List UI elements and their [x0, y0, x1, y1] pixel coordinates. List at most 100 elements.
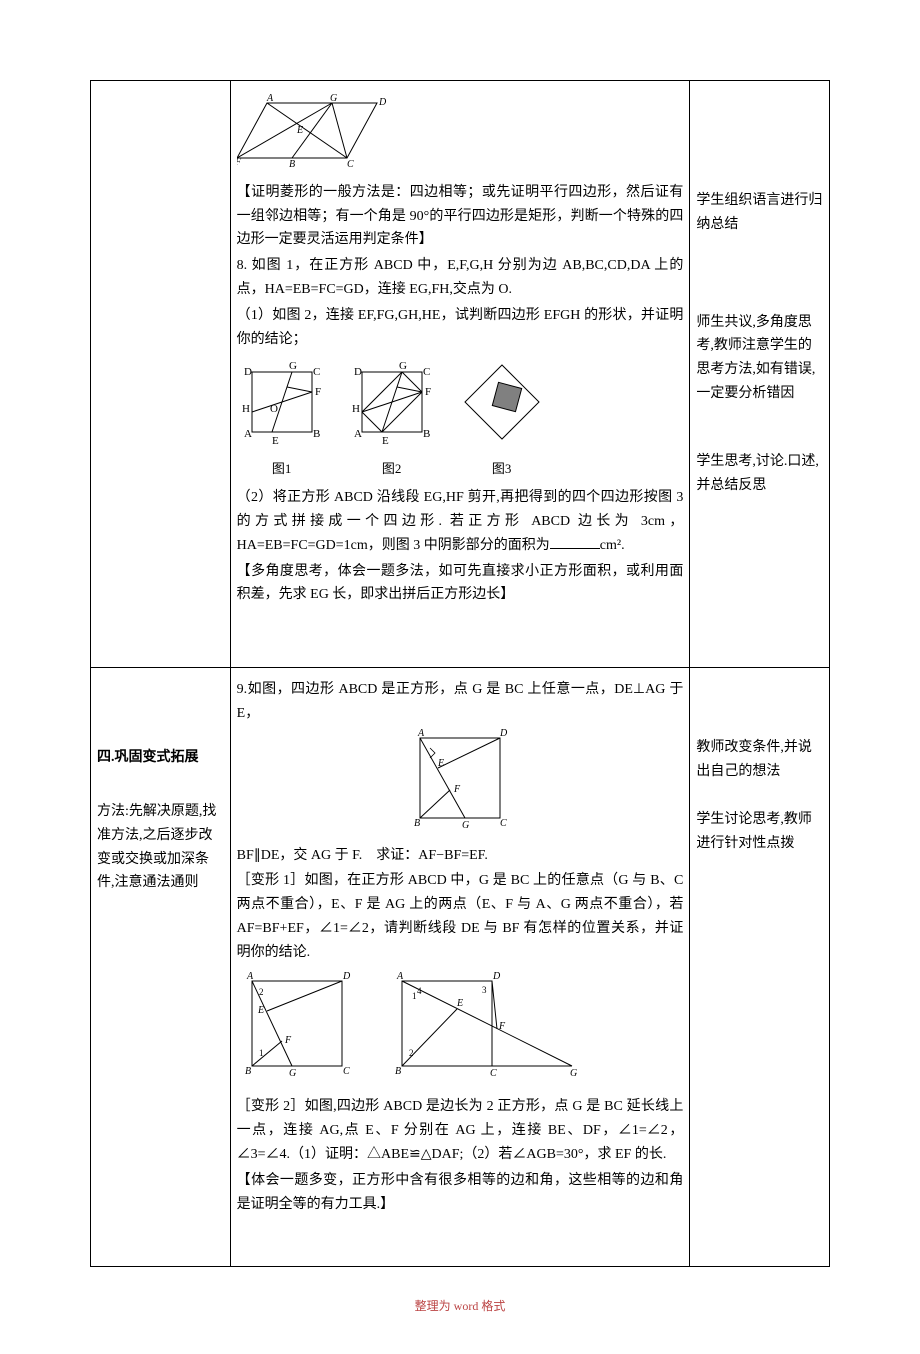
- figure-label: 图3: [457, 458, 547, 480]
- svg-text:2: 2: [409, 1048, 414, 1058]
- svg-text:C: C: [500, 818, 507, 829]
- svg-text:1: 1: [259, 1048, 264, 1058]
- svg-text:F: F: [498, 1021, 506, 1032]
- svg-text:F: F: [425, 386, 431, 398]
- blank-line: [550, 535, 600, 549]
- text-block: ［变形 1］如图，在正方形 ABCD 中，G 是 BC 上的任意点（G 与 B、…: [237, 869, 684, 964]
- cell-r2-c1: 四.巩固变式拓展 方法:先解决原题,找准方法,之后逐步改变或交换或加深条件,注意…: [91, 668, 231, 1267]
- section-title: 四.巩固变式拓展: [97, 746, 224, 770]
- svg-text:F: F: [315, 386, 321, 398]
- svg-text:G: G: [399, 360, 407, 372]
- svg-text:O: O: [270, 403, 278, 415]
- note-text: 师生共议,多角度思考,教师注意学生的思考方法,如有错误,一定要分析错因: [696, 311, 823, 406]
- cell-r2-c2: 9.如图，四边形 ABCD 是正方形，点 G 是 BC 上任意一点，DE⊥AG …: [230, 668, 690, 1267]
- svg-text:A: A: [246, 971, 254, 982]
- spacer: [237, 609, 684, 659]
- text-block: （2）将正方形 ABCD 沿线段 EG,HF 剪开,再把得到的四个四边形按图 3…: [237, 486, 684, 557]
- figure-1: D C A B G E H F O 图1: [237, 357, 327, 480]
- svg-text:B: B: [395, 1066, 401, 1077]
- svg-text:G: G: [570, 1068, 577, 1079]
- text-block: 【证明菱形的一般方法是：四边相等；或先证明平行四边形，然后证有一组邻边相等；有一…: [237, 181, 684, 252]
- svg-text:B: B: [289, 159, 295, 168]
- svg-text:A: A: [266, 93, 274, 104]
- cell-r1-c1: [91, 81, 231, 668]
- cell-r1-c3: 学生组织语言进行归纳总结 师生共议,多角度思考,教师注意学生的思考方法,如有错误…: [690, 81, 830, 668]
- svg-text:F: F: [237, 157, 242, 168]
- svg-text:1: 1: [412, 991, 417, 1001]
- figure-3: 图3: [457, 357, 547, 480]
- svg-text:4: 4: [417, 986, 422, 996]
- table-row: A G D E F B C 【证明菱形的一般方法是：四边相等；或先证明平行四边形…: [91, 81, 830, 668]
- svg-text:H: H: [242, 403, 250, 415]
- note-text: 教师改变条件,并说出自己的想法: [696, 736, 823, 784]
- svg-text:D: D: [354, 366, 362, 378]
- svg-text:E: E: [456, 998, 463, 1009]
- svg-text:E: E: [296, 125, 303, 136]
- spacer: [237, 1218, 684, 1258]
- svg-text:G: G: [462, 820, 469, 831]
- svg-text:B: B: [414, 818, 420, 829]
- figure-label: 图1: [237, 458, 327, 480]
- svg-text:F: F: [453, 784, 461, 795]
- lesson-table: A G D E F B C 【证明菱形的一般方法是：四边相等；或先证明平行四边形…: [90, 80, 830, 1267]
- note-text: 学生组织语言进行归纳总结: [696, 189, 823, 237]
- svg-text:D: D: [499, 728, 508, 739]
- svg-text:C: C: [343, 1066, 350, 1077]
- svg-text:C: C: [313, 366, 320, 378]
- cell-r2-c3: 教师改变条件,并说出自己的想法 学生讨论思考,教师进行针对性点拨: [690, 668, 830, 1267]
- text-block: 【多角度思考，体会一题多法，如可先直接求小正方形面积，或利用面积差，先求 EG …: [237, 560, 684, 608]
- figure-variant-2: A D B C G E F 4 3 2 1: [387, 971, 587, 1090]
- figure-square-1: A D B C G E F: [237, 728, 684, 842]
- note-text: 学生讨论思考,教师进行针对性点拨: [696, 808, 823, 856]
- spacer: [696, 261, 823, 311]
- svg-text:H: H: [352, 403, 360, 415]
- svg-text:2: 2: [259, 987, 264, 997]
- svg-text:C: C: [490, 1068, 497, 1079]
- text-block: ［变形 2］如图,四边形 ABCD 是边长为 2 正方形，点 G 是 BC 延长…: [237, 1095, 684, 1166]
- table-row: 四.巩固变式拓展 方法:先解决原题,找准方法,之后逐步改变或交换或加深条件,注意…: [91, 668, 830, 1267]
- spacer: [696, 430, 823, 450]
- svg-text:D: D: [492, 971, 501, 982]
- page-footer: 整理为 word 格式: [90, 1297, 830, 1314]
- figure-label: 图2: [347, 458, 437, 480]
- svg-text:G: G: [289, 1068, 296, 1079]
- svg-text:G: G: [289, 360, 297, 372]
- spacer: [97, 676, 224, 746]
- figure-row: D C A B G E H F O 图1: [237, 357, 684, 480]
- cell-r1-c2: A G D E F B C 【证明菱形的一般方法是：四边相等；或先证明平行四边形…: [230, 81, 690, 668]
- svg-text:G: G: [330, 93, 337, 104]
- svg-text:E: E: [437, 758, 444, 769]
- figure-parallelogram: A G D E F B C: [237, 93, 684, 177]
- spacer: [696, 676, 823, 736]
- text-block: BF∥DE，交 AG 于 F. 求证：AF−BF=EF.: [237, 844, 684, 868]
- svg-text:D: D: [342, 971, 351, 982]
- spacer: [696, 89, 823, 189]
- svg-text:C: C: [423, 366, 430, 378]
- text-block: 9.如图，四边形 ABCD 是正方形，点 G 是 BC 上任意一点，DE⊥AG …: [237, 678, 684, 726]
- svg-text:3: 3: [482, 985, 487, 995]
- svg-text:A: A: [354, 428, 362, 440]
- spacer: [97, 770, 224, 800]
- figure-2: D C A B G E H F 图2: [347, 357, 437, 480]
- page: A G D E F B C 【证明菱形的一般方法是：四边相等；或先证明平行四边形…: [0, 0, 920, 1354]
- svg-text:E: E: [382, 435, 389, 447]
- note-text: 学生思考,讨论.口述,并总结反思: [696, 450, 823, 498]
- svg-text:F: F: [284, 1035, 292, 1046]
- svg-text:A: A: [417, 728, 425, 739]
- text-block: 【体会一题多变，正方形中含有很多相等的边和角，这些相等的边和角是证明全等的有力工…: [237, 1169, 684, 1217]
- svg-text:A: A: [396, 971, 404, 982]
- svg-text:D: D: [378, 97, 387, 108]
- svg-text:A: A: [244, 428, 252, 440]
- svg-text:C: C: [347, 159, 354, 168]
- svg-text:B: B: [313, 428, 320, 440]
- figure-row-2: A D B C G E F 2 1: [237, 971, 684, 1090]
- figure-variant-1: A D B C G E F 2 1: [237, 971, 367, 1090]
- text-block: （1）如图 2，连接 EF,FG,GH,HE，试判断四边形 EFGH 的形状，并…: [237, 304, 684, 352]
- svg-text:D: D: [244, 366, 252, 378]
- svg-text:E: E: [257, 1005, 264, 1016]
- text-block: 8. 如图 1，在正方形 ABCD 中，E,F,G,H 分别为边 AB,BC,C…: [237, 254, 684, 302]
- svg-text:B: B: [245, 1066, 251, 1077]
- svg-text:B: B: [423, 428, 430, 440]
- svg-text:E: E: [272, 435, 279, 447]
- section-desc: 方法:先解决原题,找准方法,之后逐步改变或交换或加深条件,注意通法通则: [97, 800, 224, 895]
